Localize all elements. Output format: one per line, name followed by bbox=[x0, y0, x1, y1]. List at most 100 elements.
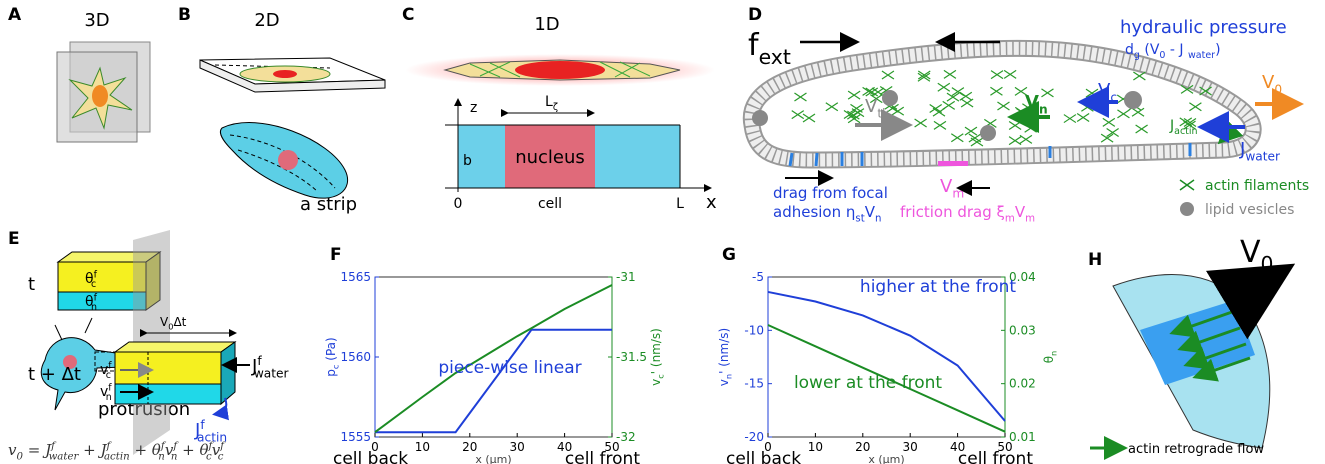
actin-filament-icon bbox=[1135, 124, 1148, 134]
text-part: n bbox=[171, 452, 178, 463]
panel-label: B bbox=[178, 5, 191, 25]
text-part: f bbox=[160, 441, 167, 452]
panel-label: E bbox=[8, 229, 20, 249]
y-axis-label: pc (Pa) bbox=[324, 337, 341, 376]
l-zeta: Lζ bbox=[545, 94, 558, 113]
x-tick-label: 20 bbox=[855, 440, 870, 454]
y-tick-label: -20 bbox=[744, 430, 764, 444]
text-part: friction drag ξ bbox=[900, 203, 1005, 221]
y-tick-label: 1565 bbox=[340, 270, 371, 284]
nucleus bbox=[273, 70, 297, 78]
text-part: + θ bbox=[130, 441, 161, 459]
x-tick-label: 10 bbox=[415, 440, 430, 454]
legend-label: lipid vesicles bbox=[1205, 202, 1294, 218]
text-part: f bbox=[257, 354, 262, 368]
actin-filament-icon bbox=[825, 102, 839, 112]
plot-frame bbox=[767, 276, 1006, 438]
actin-filament-icon bbox=[1106, 127, 1119, 137]
text-part: V bbox=[1240, 235, 1261, 270]
actin-filament-icon bbox=[1003, 69, 1017, 79]
x-label: x bbox=[706, 192, 717, 213]
block-top bbox=[113, 341, 237, 353]
equation: v0 = Jf water + Jf actin + θf nvf n + θf cvf c bbox=[8, 441, 226, 463]
actin-filament-icon bbox=[990, 70, 1004, 80]
y-tick-label: -15 bbox=[744, 377, 764, 391]
panel-label: F bbox=[330, 245, 342, 265]
actin-filament-icon bbox=[1008, 136, 1022, 146]
drag-label: adhesion ηstVn bbox=[773, 203, 881, 225]
text-part: actin bbox=[104, 452, 130, 463]
nucleus-label: nucleus bbox=[515, 147, 585, 168]
panel-c: C 1D z Lζ b nucleus 0 cell L x bbox=[402, 5, 717, 213]
text-part: c bbox=[218, 452, 224, 463]
y2-axis-label: θn bbox=[1042, 351, 1059, 364]
actin-filament-icon bbox=[850, 103, 863, 113]
block-n bbox=[57, 291, 147, 311]
panel-title: 1D bbox=[534, 14, 559, 35]
panel-h: H V0 actin retrograde flow bbox=[1088, 235, 1296, 460]
y2-tick-label: -31 bbox=[616, 270, 636, 284]
hydraulic-label: hydraulic pressure bbox=[1120, 17, 1287, 38]
j-actin-label: Jactin bbox=[1169, 118, 1198, 137]
text-part: c bbox=[656, 374, 666, 379]
text-part: ext bbox=[759, 45, 791, 69]
y-tick-label: 1560 bbox=[340, 350, 371, 364]
actin-filament-icon bbox=[1180, 84, 1194, 94]
text-part: v bbox=[212, 441, 221, 459]
nucleus bbox=[515, 61, 605, 79]
actin-filament-icon bbox=[990, 86, 1003, 96]
actin-filament-icon bbox=[794, 92, 807, 102]
y-tick-label: -5 bbox=[752, 270, 764, 284]
text-part: m bbox=[1005, 214, 1015, 225]
text-part: ' (nm/s) bbox=[717, 328, 731, 374]
f-ext: fext bbox=[748, 28, 791, 69]
actin-filament-icon bbox=[847, 90, 861, 100]
text-part: f bbox=[108, 382, 112, 393]
dg-label: dg (V0 - J water) bbox=[1125, 42, 1221, 61]
x-tick-label: 0 bbox=[371, 440, 379, 454]
text-part: water bbox=[1245, 149, 1281, 163]
cell-protrusion bbox=[40, 317, 151, 411]
x-tick-label: 50 bbox=[604, 440, 619, 454]
text-part: tk bbox=[877, 106, 890, 120]
b-label: b bbox=[463, 153, 472, 169]
actin-filament-icon bbox=[932, 107, 946, 117]
actin-filament-icon bbox=[1041, 88, 1054, 98]
vn-label: vf n bbox=[100, 382, 112, 403]
data-line bbox=[375, 328, 612, 434]
panel-d: D fext hydraulic pressure dg (V0 - J wat… bbox=[742, 5, 1309, 225]
vm-bar bbox=[938, 161, 968, 166]
actin-filament-icon bbox=[802, 113, 816, 123]
t-label: t bbox=[28, 274, 35, 295]
annotation: lower at the front bbox=[794, 373, 942, 393]
actin-filament-icon bbox=[933, 120, 947, 130]
y-axis-label: vn' (nm/s) bbox=[717, 328, 734, 386]
text-part: adhesion η bbox=[773, 203, 855, 221]
text-part: n bbox=[875, 214, 881, 225]
actin-filament-icon bbox=[1063, 114, 1077, 124]
strip-lines bbox=[229, 134, 336, 193]
text-part: = J bbox=[23, 441, 52, 459]
actin-filament-icon bbox=[1133, 71, 1146, 81]
legend-actin-icon bbox=[1179, 179, 1195, 191]
text-part: v bbox=[100, 384, 108, 400]
plot-frame bbox=[374, 276, 613, 438]
actin-filament-icon bbox=[1117, 109, 1130, 119]
y2-tick-label: 0.03 bbox=[1009, 323, 1036, 337]
block-side bbox=[145, 251, 161, 311]
y-tick-label: 1555 bbox=[340, 430, 371, 444]
v0-label: V0 bbox=[1262, 72, 1282, 96]
text-part: 0 bbox=[1274, 82, 1282, 96]
text-part: V bbox=[1015, 203, 1026, 221]
text-part: ) bbox=[1215, 42, 1220, 58]
text-part: f bbox=[108, 360, 112, 371]
nucleus bbox=[505, 125, 595, 188]
text-part: - J bbox=[1165, 42, 1188, 58]
actin bbox=[469, 61, 651, 78]
actin-filament-icon bbox=[950, 133, 964, 143]
panel-label: D bbox=[748, 5, 762, 25]
text-part: + θ bbox=[177, 441, 208, 459]
x-tick-label: 30 bbox=[903, 440, 918, 454]
text-part: f bbox=[208, 441, 215, 452]
